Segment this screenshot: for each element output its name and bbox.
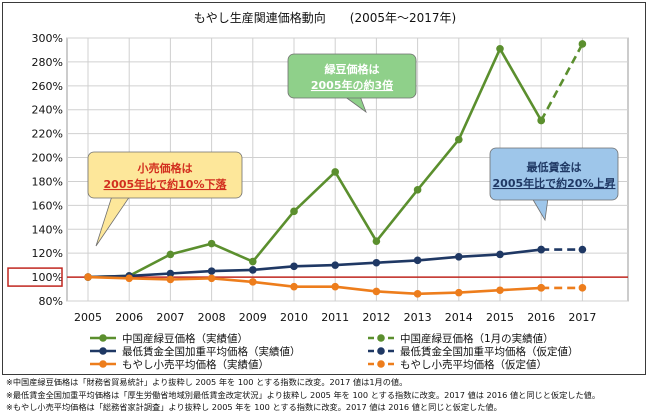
data-point-5 (537, 284, 545, 292)
legend-label-4: もやし小売平均価格（実績値） (122, 358, 269, 371)
x-tick-label: 2007 (156, 311, 184, 324)
x-tick-label: 2014 (445, 311, 473, 324)
legend-marker-4 (99, 360, 107, 368)
callout-retail-line1: 小売価格は (137, 161, 193, 175)
x-tick-label: 2011 (321, 311, 349, 324)
series-line-1 (540, 43, 584, 122)
callout-mungbean-box (287, 53, 417, 99)
y-tick-label: 100% (32, 271, 63, 284)
data-point-2 (455, 252, 463, 261)
legend-label-0: 中国産緑豆価格（実績値） (122, 332, 248, 345)
y-tick-label: 160% (32, 199, 63, 212)
data-point-4 (84, 273, 92, 281)
x-tick-label: 2016 (527, 311, 555, 324)
legend-marker-3 (377, 347, 385, 355)
y-tick-label: 140% (32, 223, 63, 236)
footnote-min-wage: ※最低賃金全国加重平均価格は「厚生労働省地域別最低賃金改定状況」より抜粋し 20… (6, 389, 601, 400)
callout-wage-line2: 2005年比で約20%上昇 (493, 176, 616, 190)
data-point-0 (331, 168, 340, 176)
data-point-0 (413, 186, 422, 194)
x-tick-label: 2005 (74, 311, 102, 324)
data-point-4 (496, 286, 504, 295)
data-point-2 (413, 256, 422, 265)
data-point-4 (413, 290, 422, 298)
data-point-0 (166, 250, 175, 259)
data-point-4 (455, 288, 463, 297)
data-point-4 (207, 274, 216, 283)
line-chart: もやし生産関連価格動向 (2005年～2017年) 80% 100% 120% 140%… (7, 10, 629, 371)
data-point-0 (496, 44, 504, 53)
legend-marker-2 (99, 347, 107, 355)
callout-retail-line2: 2005年比で約10%下落 (104, 177, 228, 191)
data-point-2 (249, 266, 257, 274)
callout-wage-box (489, 147, 619, 201)
chart-frame (2, 2, 646, 375)
y-tick-label: 240% (32, 104, 63, 117)
series-line-4 (87, 275, 542, 296)
reference-label-box (7, 267, 63, 287)
callout-retail-box (87, 151, 243, 199)
data-point-0 (372, 237, 381, 246)
y-tick-label: 180% (32, 175, 63, 188)
x-tick-label: 2015 (486, 311, 514, 324)
x-tick-label: 2013 (404, 311, 432, 324)
data-point-4 (290, 282, 298, 291)
x-tick-label: 2006 (115, 311, 143, 324)
data-point-1 (537, 116, 545, 125)
chart-title: もやし生産関連価格動向 (2005年～2017年) (194, 10, 456, 25)
data-point-0 (207, 239, 216, 248)
data-point-0 (290, 207, 298, 216)
data-point-4 (372, 287, 381, 296)
footnote-mungbean: ※中国産緑豆価格は「財務省貿易統計」より抜粋し 2005 年を 100 とする指… (6, 377, 408, 387)
x-tick-label: 2008 (198, 311, 226, 324)
callout-mungbean-line1: 緑豆価格は (325, 62, 380, 76)
y-tick-label: 280% (32, 56, 63, 69)
data-point-4 (166, 275, 175, 284)
y-tick-label: 200% (32, 152, 63, 165)
y-tick-label: 220% (32, 128, 63, 141)
data-point-2 (496, 250, 504, 259)
legend-label-2: 最低賃金全国加重平均価格（実績値） (122, 345, 301, 358)
data-point-2 (290, 262, 298, 271)
data-point-2 (207, 267, 216, 275)
data-point-1 (578, 40, 587, 48)
data-point-3 (578, 245, 587, 254)
data-point-2 (166, 269, 175, 278)
y-tick-label: 120% (32, 247, 63, 260)
callout-wage-line1: 最低賃金は (527, 160, 582, 174)
series-line-0 (87, 47, 543, 279)
x-tick-label: 2012 (362, 311, 390, 324)
legend-label-1: 中国産緑豆価格（1月の実績値） (400, 332, 554, 345)
data-point-2 (372, 258, 381, 267)
data-point-4 (331, 282, 340, 291)
legend-marker-5 (377, 360, 385, 368)
legend-label-3: 最低賃金全国加重平均価格（仮定値） (400, 345, 579, 358)
legend-marker-1 (377, 334, 385, 342)
data-point-2 (331, 261, 340, 269)
callout-mungbean-line2: 2005年の約3倍 (311, 78, 393, 92)
legend-marker-0 (99, 334, 107, 342)
data-point-0 (455, 135, 463, 144)
legend-label-5: もやし小売平均価格（仮定値） (400, 358, 547, 371)
data-point-4 (249, 278, 257, 286)
data-point-0 (249, 257, 257, 266)
x-tick-label: 2009 (239, 311, 267, 324)
footnote-moyashi: ※もやし小売平均価格は「総務省家計調査」より抜粋し 2005 年を 100 とす… (6, 402, 502, 413)
y-tick-label: 80% (39, 295, 63, 308)
data-point-3 (537, 245, 545, 254)
x-tick-label: 2010 (280, 311, 308, 324)
y-tick-label: 300% (32, 32, 63, 45)
data-point-4 (125, 274, 133, 283)
data-point-5 (578, 284, 587, 292)
x-tick-label: 2017 (568, 311, 596, 324)
footnotes: ※中国産緑豆価格は「財務省貿易統計」より抜粋し 2005 年を 100 とする指… (6, 376, 646, 414)
y-tick-label: 260% (32, 80, 63, 93)
series-line-2 (87, 248, 542, 279)
